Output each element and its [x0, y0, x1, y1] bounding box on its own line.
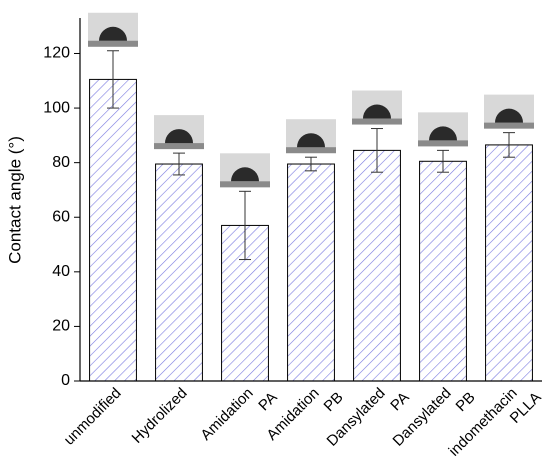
- x-tick-label: AmidationPA: [197, 375, 280, 458]
- error-bar: [239, 190, 251, 261]
- x-tick-label-line: PB: [453, 389, 479, 415]
- x-tick-label-line: PB: [321, 389, 347, 415]
- droplet-substrate: [484, 122, 534, 129]
- droplet-substrate: [220, 181, 270, 188]
- error-bar: [437, 149, 449, 173]
- droplet: [495, 108, 523, 123]
- error-bar: [173, 152, 185, 176]
- y-tick-label: 20: [52, 318, 70, 335]
- droplet: [429, 126, 457, 141]
- droplet-substrate: [88, 40, 138, 47]
- y-tick-label: 80: [52, 154, 70, 171]
- x-tick-label-line: unmodified: [61, 385, 125, 449]
- droplet: [99, 26, 127, 41]
- droplet: [231, 167, 259, 182]
- x-tick-label-line: PA: [255, 389, 280, 414]
- bar: [419, 160, 467, 382]
- x-tick-label: unmodified: [61, 385, 125, 449]
- y-tick-label: 60: [52, 208, 70, 225]
- x-tick-label-line: PA: [387, 389, 412, 414]
- y-tick-label: 0: [61, 372, 70, 389]
- x-tick-label-line: indomethacin: [446, 385, 521, 460]
- x-tick-label-line: Amidation: [197, 385, 256, 444]
- droplet: [363, 104, 391, 119]
- error-bar: [503, 132, 515, 158]
- error-bar: [371, 128, 383, 173]
- error-bar: [305, 156, 317, 172]
- error-bar: [107, 50, 119, 109]
- droplet: [165, 129, 193, 144]
- droplet-substrate: [418, 140, 468, 147]
- y-axis-label: Contact angle (°): [5, 136, 24, 264]
- x-tick-label: DansylatedPA: [324, 375, 413, 464]
- bar: [353, 149, 401, 382]
- y-tick-label: 120: [43, 45, 70, 62]
- x-tick-label: Hydrolized: [128, 385, 190, 447]
- y-tick-label: 40: [52, 263, 70, 280]
- y-tick-label: 100: [43, 99, 70, 116]
- x-tick-label-line: Hydrolized: [128, 385, 190, 447]
- droplet-substrate: [154, 143, 204, 150]
- bar: [155, 163, 203, 382]
- droplet: [297, 133, 325, 148]
- droplet-substrate: [286, 147, 336, 154]
- bar: [287, 163, 335, 382]
- bar: [485, 144, 533, 382]
- bar: [89, 78, 137, 382]
- droplet-substrate: [352, 118, 402, 125]
- x-tick-label: indomethacinPLLA: [446, 375, 545, 465]
